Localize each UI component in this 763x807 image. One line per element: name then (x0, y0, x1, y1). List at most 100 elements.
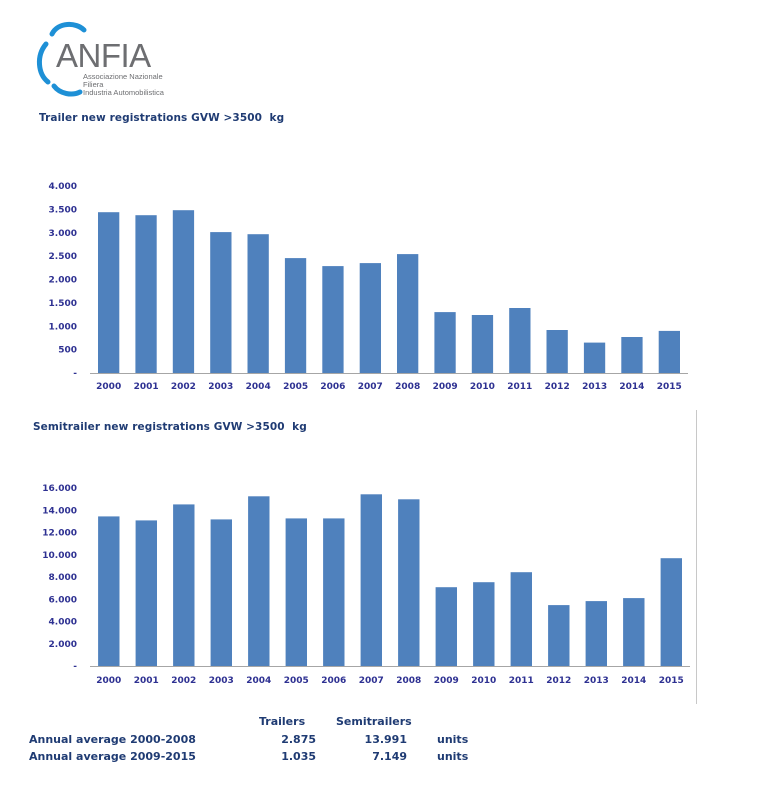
logo-wordmark: ANFIA (56, 37, 151, 74)
y-tick-label: 3.000 (49, 229, 77, 239)
bar-2008 (397, 254, 419, 373)
x-tick-label: 2000 (96, 382, 121, 392)
x-tick-label: 2009 (434, 676, 459, 686)
x-tick-label: 2012 (545, 382, 570, 392)
bar-2002 (172, 210, 195, 373)
bar-2005 (284, 258, 307, 373)
logo-subtitle-line: Filiera (83, 80, 104, 89)
bar-2002 (173, 504, 195, 666)
x-tick-label: 2013 (584, 676, 609, 686)
x-tick-label: 2011 (509, 676, 534, 686)
x-tick-label: 2015 (657, 382, 682, 392)
summary-header-trailers: Trailers (259, 715, 306, 728)
anfia-logo: ANFIA Associazione Nazionale Filiera Ind… (36, 20, 166, 100)
y-tick-label: 6.000 (49, 595, 77, 605)
summary-header-semitrailers: Semitrailers (336, 715, 412, 728)
y-tick-label: 4.000 (49, 618, 77, 628)
y-tick-label: 2.000 (49, 640, 77, 650)
x-tick-label: 2008 (396, 676, 421, 686)
x-tick-label: 2013 (582, 382, 607, 392)
x-tick-label: 2002 (171, 676, 196, 686)
logo-subtitle-line: Associazione Nazionale (83, 72, 163, 81)
bar-2003 (210, 232, 232, 373)
summary-trailers-value: 1.035 (281, 750, 316, 763)
bar-2001 (135, 520, 157, 666)
y-tick-label: 2.500 (49, 252, 77, 262)
x-tick-label: 2008 (395, 382, 420, 392)
x-tick-label: 2011 (507, 382, 532, 392)
divider-line (696, 410, 697, 704)
x-tick-label: 2006 (320, 382, 345, 392)
bar-2001 (135, 215, 157, 373)
x-tick-label: 2002 (171, 382, 196, 392)
y-tick-label: 3.500 (49, 205, 77, 215)
x-tick-label: 2010 (471, 676, 496, 686)
y-tick-label: - (73, 369, 77, 379)
y-tick-label: 12.000 (42, 529, 77, 539)
x-tick-label: 2010 (470, 382, 495, 392)
y-tick-label: - (73, 662, 77, 672)
summary-row-label: Annual average 2000-2008 (29, 733, 196, 746)
bar-2008 (398, 499, 420, 666)
bar-2014 (623, 598, 645, 666)
y-tick-label: 10.000 (42, 551, 77, 561)
bar-2010 (473, 582, 495, 666)
x-tick-label: 2012 (546, 676, 571, 686)
bar-2010 (471, 315, 494, 373)
bar-2006 (323, 518, 345, 666)
semitrailer-bar-chart: - 2.000 4.000 6.000 8.000 10.000 12.000 14.000 1… (42, 484, 690, 686)
bar-2009 (434, 312, 456, 373)
logo-arc-icon (37, 22, 87, 97)
summary-semitrailers-value: 13.991 (364, 733, 407, 746)
summary-row-label: Annual average 2009-2015 (29, 750, 196, 763)
y-tick-label: 14.000 (42, 506, 77, 516)
bar-2006 (322, 266, 344, 373)
x-tick-label: 2003 (209, 676, 234, 686)
semitrailer-chart-title: Semitrailer new registrations GVW >3500 … (33, 421, 307, 433)
x-tick-label: 2015 (659, 676, 684, 686)
bar-2011 (509, 308, 531, 373)
y-tick-label: 1.500 (49, 299, 77, 309)
x-tick-label: 2007 (358, 382, 383, 392)
bar-2003 (210, 519, 232, 666)
bar-2013 (583, 342, 606, 373)
logo-subtitle-line: Industria Automobilistica (83, 88, 164, 97)
x-tick-label: 2014 (619, 382, 644, 392)
summary-unit: units (437, 733, 469, 746)
bar-2012 (548, 605, 570, 666)
bar-2013 (585, 601, 607, 666)
y-tick-label: 500 (58, 346, 77, 356)
x-tick-label: 2004 (246, 676, 271, 686)
x-tick-label: 2014 (621, 676, 646, 686)
x-tick-label: 2001 (134, 382, 159, 392)
x-tick-label: 2005 (284, 676, 309, 686)
bar-2004 (247, 234, 269, 373)
y-tick-label: 16.000 (42, 484, 77, 494)
bar-2007 (359, 263, 381, 373)
x-tick-label: 2007 (359, 676, 384, 686)
bar-2015 (660, 558, 682, 666)
x-tick-label: 2003 (208, 382, 233, 392)
summary-semitrailers-value: 7.149 (372, 750, 407, 763)
x-tick-label: 2000 (96, 676, 121, 686)
bar-2007 (360, 494, 382, 666)
x-tick-label: 2005 (283, 382, 308, 392)
bar-2015 (658, 330, 680, 373)
bar-2000 (98, 212, 120, 373)
y-tick-label: 1.000 (49, 322, 77, 332)
bar-2012 (546, 330, 568, 373)
summary-trailers-value: 2.875 (281, 733, 316, 746)
bar-2014 (621, 337, 643, 373)
trailer-bar-chart: - 500 1.000 1.500 2.000 2.500 3.000 3.500 4.000 2… (49, 182, 688, 392)
bar-2004 (248, 496, 270, 666)
bar-2005 (285, 518, 307, 666)
trailer-chart-title: Trailer new registrations GVW >3500 kg (39, 112, 285, 124)
y-tick-label: 8.000 (49, 573, 77, 583)
bar-2000 (98, 516, 120, 666)
x-tick-label: 2001 (134, 676, 159, 686)
y-tick-label: 2.000 (49, 276, 77, 286)
x-tick-label: 2004 (246, 382, 271, 392)
summary-unit: units (437, 750, 469, 763)
x-tick-label: 2009 (433, 382, 458, 392)
y-tick-label: 4.000 (49, 182, 77, 192)
